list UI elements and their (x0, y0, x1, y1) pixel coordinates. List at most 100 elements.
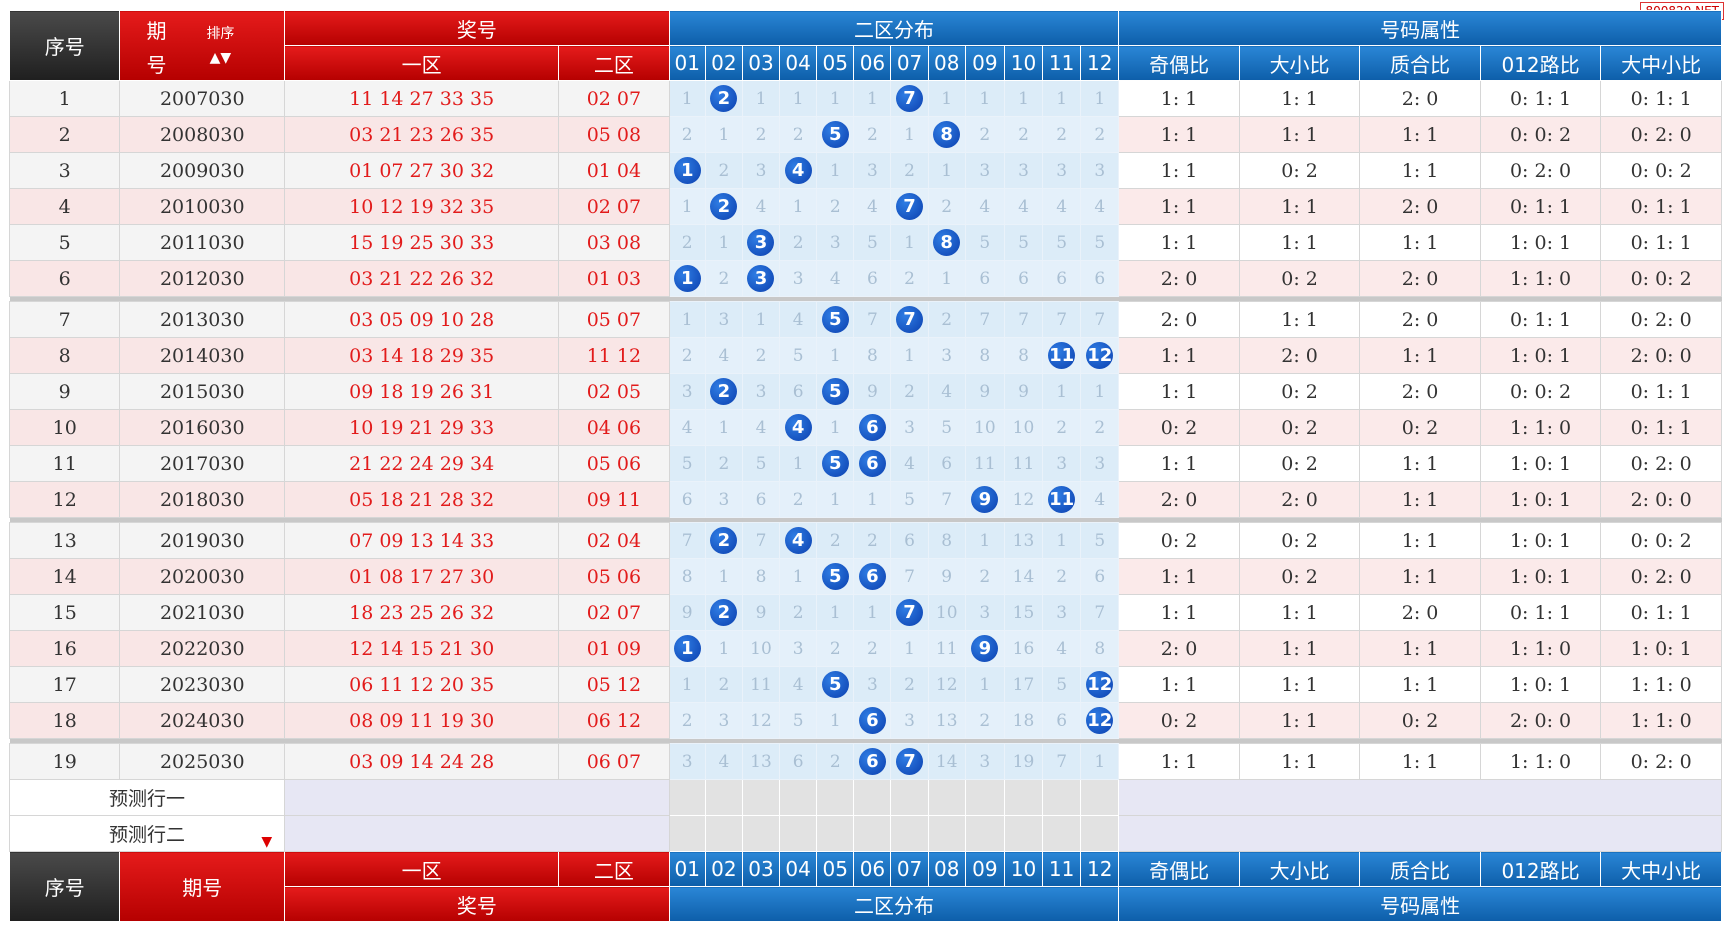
prediction-pick-cell[interactable] (1080, 779, 1120, 816)
attr-cell: 0: 2 (1238, 558, 1361, 595)
group-separator-cell (9, 738, 1722, 744)
dist-cell: 1 (741, 80, 781, 117)
row-issue: 2019030 (119, 522, 286, 559)
dist-cell: 2 (1080, 116, 1120, 153)
dist-cell: 1 (1042, 522, 1082, 559)
dist-cell: 1 (964, 522, 1005, 559)
dist-cell: 11 (1042, 337, 1082, 374)
prediction-pick-cell[interactable] (668, 779, 706, 816)
prediction-pick-cell[interactable] (779, 815, 818, 852)
table-row: 13 2019030 07 09 13 14 33 02 04 7 2 7 4 2 2 6 8 1 13 1… (8, 522, 1722, 559)
dist-cell: 10 (741, 630, 781, 667)
prediction-pick-cell[interactable] (853, 779, 892, 816)
prediction-pick-cell[interactable] (1080, 815, 1120, 852)
prediction-input-zone[interactable] (284, 815, 670, 852)
dist-cell: 7 (741, 522, 781, 559)
dist-cell: 6 (1080, 558, 1120, 595)
dist-col-header: 04 (779, 45, 818, 81)
prediction-pick-cell[interactable] (1042, 779, 1082, 816)
prediction-pick-cell[interactable] (704, 815, 743, 852)
footer-dist-col: 02 (704, 851, 743, 887)
row-issue: 2016030 (119, 409, 286, 446)
footer-seq: 序号 (8, 851, 121, 922)
prediction-pick-cell[interactable] (1003, 815, 1044, 852)
prediction-pick-cell[interactable] (964, 815, 1005, 852)
dist-cell: 3 (964, 594, 1005, 631)
footer-dist-col: 12 (1080, 851, 1120, 887)
dist-cell: 12 (1080, 702, 1120, 739)
footer-dist-col: 10 (1003, 851, 1044, 887)
dist-cell: 11 (927, 630, 966, 667)
attr-cell: 1: 1 (1359, 337, 1481, 374)
prediction-pick-cell[interactable] (741, 815, 781, 852)
dist-cell: 7 (964, 301, 1005, 338)
dist-cell: 4 (1042, 188, 1082, 225)
dist-cell: 2 (816, 522, 855, 559)
row-seq: 4 (8, 188, 121, 225)
attr-cell: 0: 2 (1359, 702, 1481, 739)
prediction-pick-cell[interactable] (964, 779, 1005, 816)
attr-cell: 0: 2: 0 (1479, 152, 1602, 189)
row-seq: 12 (8, 481, 121, 518)
group-separator (9, 296, 1722, 302)
dist-cell: 2 (779, 481, 818, 518)
dist-cell: 8 (927, 224, 966, 261)
group-separator-cell (9, 517, 1722, 523)
attr-cell: 0: 0: 2 (1479, 373, 1602, 410)
row-issue: 2012030 (119, 260, 286, 297)
dist-cell: 2 (816, 743, 855, 780)
drawn-number-ball: 7 (896, 306, 924, 333)
dist-cell: 6 (853, 260, 892, 297)
dist-cell: 7 (1003, 301, 1044, 338)
attr-header: 号码属性 (1118, 10, 1722, 46)
attr-cell: 1: 0: 1 (1479, 481, 1602, 518)
drawn-number-ball: 12 (1086, 342, 1114, 369)
dist-cell: 3 (741, 152, 781, 189)
dist-cell: 10 (1003, 409, 1044, 446)
prediction-pick-cell[interactable] (816, 779, 855, 816)
attr-col-header: 奇偶比 (1118, 45, 1240, 81)
dist-cell: 5 (816, 301, 855, 338)
prediction-pick-cell[interactable] (1003, 779, 1044, 816)
prediction-pick-cell[interactable] (668, 815, 706, 852)
dist-cell: 2 (890, 373, 929, 410)
attr-cell: 2: 0 (1359, 260, 1481, 297)
table-row: 14 2020030 01 08 17 27 30 05 06 8 1 8 1 5 6 7 9 2 14 2… (8, 558, 1722, 595)
prediction-pick-cell[interactable] (853, 815, 892, 852)
attr-cell: 1: 1: 0 (1479, 630, 1602, 667)
prediction-pick-cell[interactable] (741, 779, 781, 816)
dist-cell: 5 (816, 445, 855, 482)
prediction-pick-cell[interactable] (779, 779, 818, 816)
prediction-pick-cell[interactable] (704, 779, 743, 816)
down-arrow-icon[interactable]: ▼ (261, 834, 273, 850)
row-zone1-numbers: 08 09 11 19 30 (284, 702, 560, 739)
dist-cell: 2 (704, 80, 743, 117)
attr-cell: 1: 1 (1359, 558, 1481, 595)
row-issue: 2024030 (119, 702, 286, 739)
attr-cell: 1: 1 (1118, 743, 1240, 780)
dist-cell: 2 (741, 337, 781, 374)
dist-cell: 2 (668, 116, 706, 153)
dist-cell: 5 (1003, 224, 1044, 261)
prediction-pick-cell[interactable] (927, 779, 966, 816)
row-zone2-numbers: 06 12 (558, 702, 670, 739)
attr-cell: 1: 1 (1238, 666, 1361, 703)
prediction-pick-cell[interactable] (890, 779, 929, 816)
row-zone1-numbers: 15 19 25 30 33 (284, 224, 560, 261)
drawn-number-ball: 7 (896, 748, 924, 775)
dist-cell: 5 (816, 116, 855, 153)
sort-button[interactable]: 排序 ▲▼ (206, 19, 234, 67)
dist-cell: 3 (890, 702, 929, 739)
footer-dist-col: 07 (890, 851, 929, 887)
prediction-pick-cell[interactable] (1042, 815, 1082, 852)
dist-cell: 4 (779, 152, 818, 189)
attr-cell: 1: 1 (1359, 224, 1481, 261)
prediction-input-zone[interactable] (284, 779, 670, 816)
drawn-number-ball: 9 (971, 635, 999, 662)
prediction-pick-cell[interactable] (927, 815, 966, 852)
dist-cell: 2 (704, 260, 743, 297)
dist-cell: 3 (816, 224, 855, 261)
prediction-pick-cell[interactable] (890, 815, 929, 852)
prediction-pick-cell[interactable] (816, 815, 855, 852)
drawn-number-ball: 7 (896, 599, 924, 626)
